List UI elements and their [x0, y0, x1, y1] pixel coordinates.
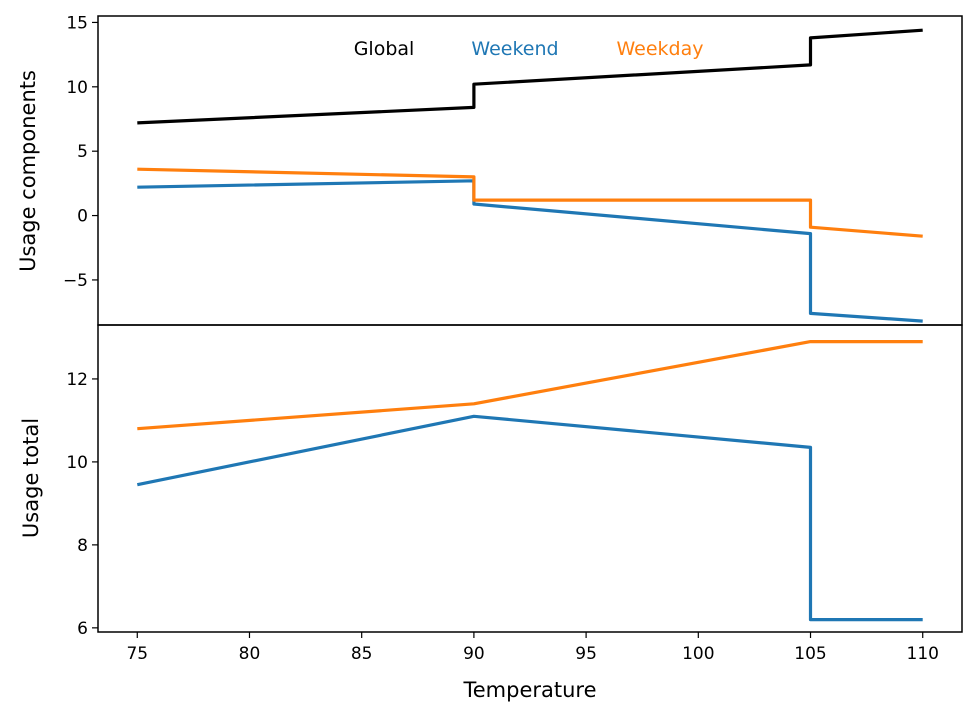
bottom-ylabel: Usage total: [19, 418, 43, 538]
bottom-ytick-label: 10: [66, 453, 88, 473]
legend-label-global: Global: [354, 38, 415, 60]
bottom-ytick-label: 12: [66, 370, 88, 390]
legend-label-weekday: Weekday: [616, 38, 703, 60]
xtick-label: 105: [794, 644, 826, 664]
top-ytick-label: 10: [66, 78, 88, 98]
bottom-ytick-label: 8: [77, 536, 88, 556]
xtick-label: 110: [907, 644, 939, 664]
top-ytick-label: 15: [66, 13, 88, 33]
top-ytick-label: −5: [63, 271, 88, 291]
xtick-label: 95: [575, 644, 597, 664]
legend-label-weekend: Weekend: [471, 38, 558, 60]
xtick-label: 90: [463, 644, 485, 664]
top-ytick-label: 5: [77, 142, 88, 162]
bottom-panel-frame: [97, 324, 963, 633]
xtick-label: 85: [351, 644, 373, 664]
x-axis-title: Temperature: [462, 678, 596, 702]
bottom-panel-series: [136, 340, 923, 622]
xtick-label: 80: [239, 644, 261, 664]
xtick-label: 75: [126, 644, 148, 664]
top-ylabel: Usage components: [16, 70, 40, 272]
top-panel-series: [137, 28, 923, 323]
top-series-weekday: [137, 167, 923, 238]
bottom-series-weekend: [136, 414, 923, 622]
bottom-series-weekday: [137, 340, 923, 431]
top-series-weekend: [137, 179, 923, 323]
top-series-global: [137, 28, 923, 125]
xtick-label: 100: [682, 644, 714, 664]
top-ytick-label: 0: [77, 207, 88, 227]
bottom-ytick-label: 6: [77, 619, 88, 639]
